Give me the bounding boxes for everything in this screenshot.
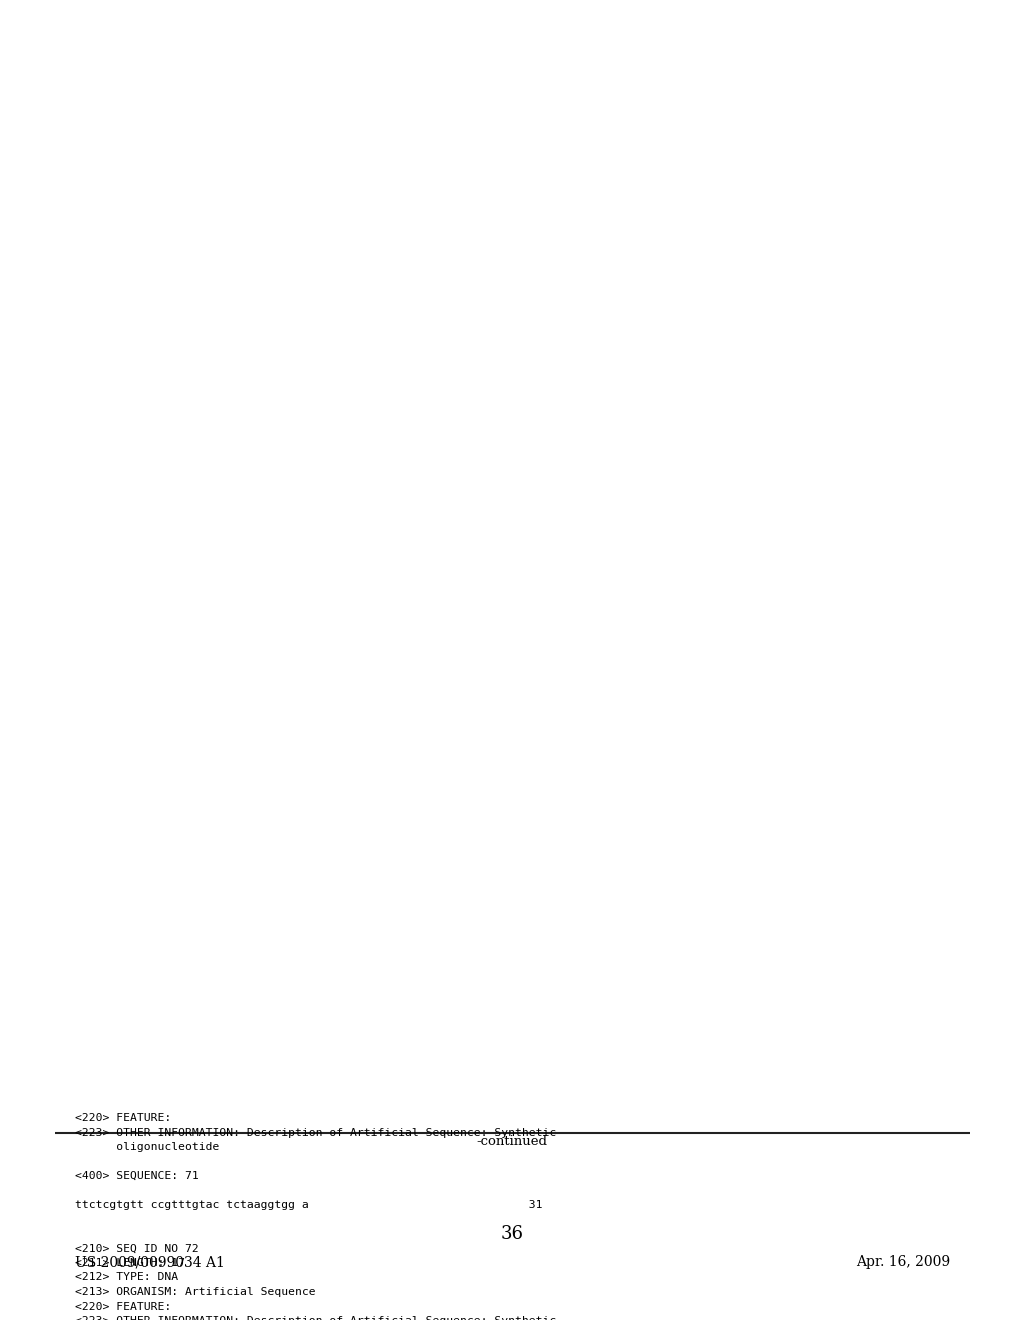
Text: <213> ORGANISM: Artificial Sequence: <213> ORGANISM: Artificial Sequence <box>75 1287 315 1298</box>
Text: Apr. 16, 2009: Apr. 16, 2009 <box>856 1255 950 1269</box>
Text: 36: 36 <box>501 1225 523 1243</box>
Text: <212> TYPE: DNA: <212> TYPE: DNA <box>75 1272 178 1283</box>
Text: ttctcgtgtt ccgtttgtac tctaaggtgg a                                31: ttctcgtgtt ccgtttgtac tctaaggtgg a 31 <box>75 1200 543 1210</box>
Text: <223> OTHER INFORMATION: Description of Artificial Sequence: Synthetic: <223> OTHER INFORMATION: Description of … <box>75 1316 556 1320</box>
Text: <223> OTHER INFORMATION: Description of Artificial Sequence: Synthetic: <223> OTHER INFORMATION: Description of … <box>75 1127 556 1138</box>
Text: US 2009/0099034 A1: US 2009/0099034 A1 <box>75 1255 225 1269</box>
Text: -continued: -continued <box>476 1135 548 1148</box>
Text: oligonucleotide: oligonucleotide <box>75 1142 219 1152</box>
Text: <210> SEQ ID NO 72: <210> SEQ ID NO 72 <box>75 1243 199 1254</box>
Text: <211> LENGTH: 17: <211> LENGTH: 17 <box>75 1258 185 1269</box>
Text: <400> SEQUENCE: 71: <400> SEQUENCE: 71 <box>75 1171 199 1181</box>
Text: <220> FEATURE:: <220> FEATURE: <box>75 1113 171 1123</box>
Text: <220> FEATURE:: <220> FEATURE: <box>75 1302 171 1312</box>
